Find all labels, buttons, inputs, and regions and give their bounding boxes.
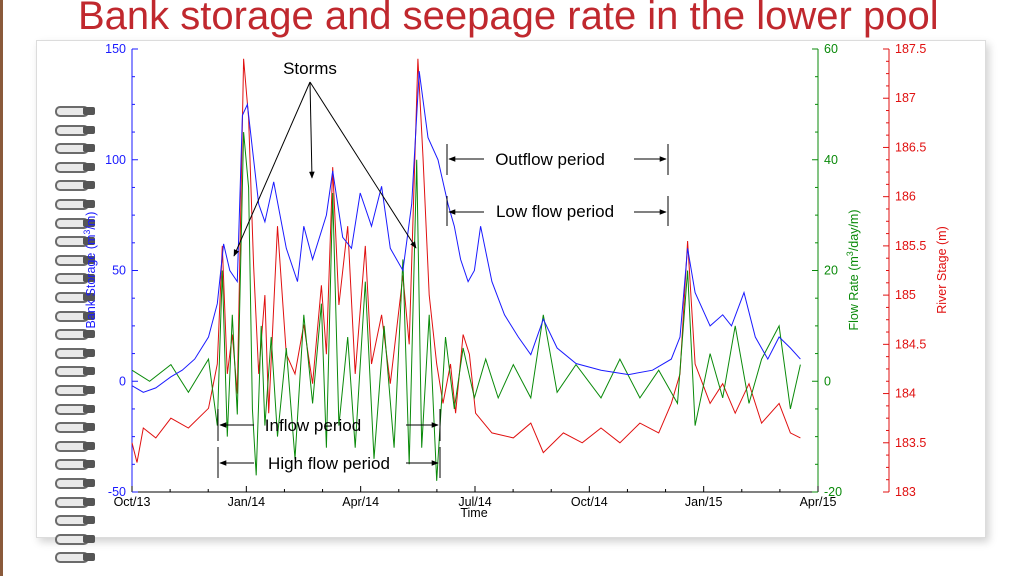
river_stage-tick-label: 184.5 [895,337,926,351]
binding-ring [45,215,97,231]
slide-title: Bank storage and seepage rate in the low… [78,0,939,38]
binding-ring [45,456,97,472]
binding-ring [45,177,97,193]
x-tick-label: Apr/14 [342,495,379,509]
bank_storage-tick-label: 150 [105,42,126,56]
binding-ring [45,289,97,305]
flow_rate-tick-label: 40 [824,153,838,167]
binding-ring [45,549,97,565]
river_stage-tick-label: 186.5 [895,140,926,154]
flow_rate-tick-label: 60 [824,42,838,56]
flow_rate-tick-label: 20 [824,264,838,278]
bank_storage-tick-label: -50 [108,485,126,499]
binding-ring [45,122,97,138]
binding-ring [45,308,97,324]
bank-storage-axis: -50 0 50 100 150 [105,42,138,499]
binding-ring [45,419,97,435]
x-tick-label: Apr/15 [800,495,837,509]
river_stage-tick-label: 183 [895,485,916,499]
river-stage-axis-label: River Stage (m) [935,226,949,314]
storm-arrow-1 [233,81,311,257]
binding-ring [45,270,97,286]
high-flow-period-label: High flow period [268,454,390,473]
binding-ring [45,531,97,547]
binding-ring [45,345,97,361]
river_stage-tick-label: 187 [895,91,916,105]
bank_storage-tick-label: 100 [105,153,126,167]
storm-arrow-3 [309,81,417,249]
river_stage-tick-label: 185.5 [895,239,926,253]
inflow-period-label: Inflow period [265,416,361,435]
binding-ring [45,494,97,510]
river_stage-tick-label: 186 [895,190,916,204]
river_stage-tick-label: 185 [895,288,916,302]
binding-ring [45,252,97,268]
binding-ring [45,140,97,156]
flow_rate-tick-label: -20 [824,485,842,499]
binding-ring [45,363,97,379]
x-tick-label: Oct/14 [571,495,608,509]
low-flow-period-annotation: Low flow period [446,196,669,226]
slide-edge-bar [0,0,3,576]
river_stage-tick-label: 183.5 [895,436,926,450]
bank_storage-tick-label: 0 [119,374,126,388]
binding-ring [45,196,97,212]
binding-ring [45,401,97,417]
storms-annotation: Storms [233,59,417,257]
flow-rate-series-line [131,132,801,481]
bank-storage-series-line [131,71,801,393]
binding-ring [45,475,97,491]
x-tick-label: Jul/14 [458,495,491,509]
binding-ring [45,103,97,119]
inflow-period-annotation: Inflow period [217,409,441,441]
x-tick-label: Jan/14 [228,495,266,509]
bank-storage-axis-label: Bank Storage (m3/m) [82,212,98,329]
binding-ring [45,233,97,249]
storms-label: Storms [283,59,337,78]
binding-ring [45,159,97,175]
flow-rate-axis-label: Flow Rate (m3/day/m) [845,209,861,330]
outflow-period-label: Outflow period [495,150,605,169]
river_stage-tick-label: 187.5 [895,42,926,56]
binding-ring [45,512,97,528]
storm-arrow-2 [309,81,315,179]
x-tick-label: Jan/15 [685,495,723,509]
spiral-binding [45,103,105,565]
river_stage-tick-label: 184 [895,387,916,401]
flow_rate-tick-label: 0 [824,374,831,388]
river-stage-axis: 183 183.5 184 184.5 185 185.5 186 186.5 187 187.5 [883,42,926,499]
outflow-period-annotation: Outflow period [446,144,669,175]
time-axis-label: Time [460,506,487,520]
low-flow-period-label: Low flow period [496,202,614,221]
binding-ring [45,438,97,454]
high-flow-period-annotation: High flow period [217,447,441,478]
time-axis: Oct/13 Jan/14 Apr/14 Jul/14 Oct/14 Jan/15 Apr/… [114,486,837,509]
bank_storage-tick-label: 50 [112,264,126,278]
x-tick-label: Oct/13 [114,495,151,509]
binding-ring [45,382,97,398]
binding-ring [45,326,97,342]
flow-rate-axis: -20 0 20 40 60 [812,42,842,499]
